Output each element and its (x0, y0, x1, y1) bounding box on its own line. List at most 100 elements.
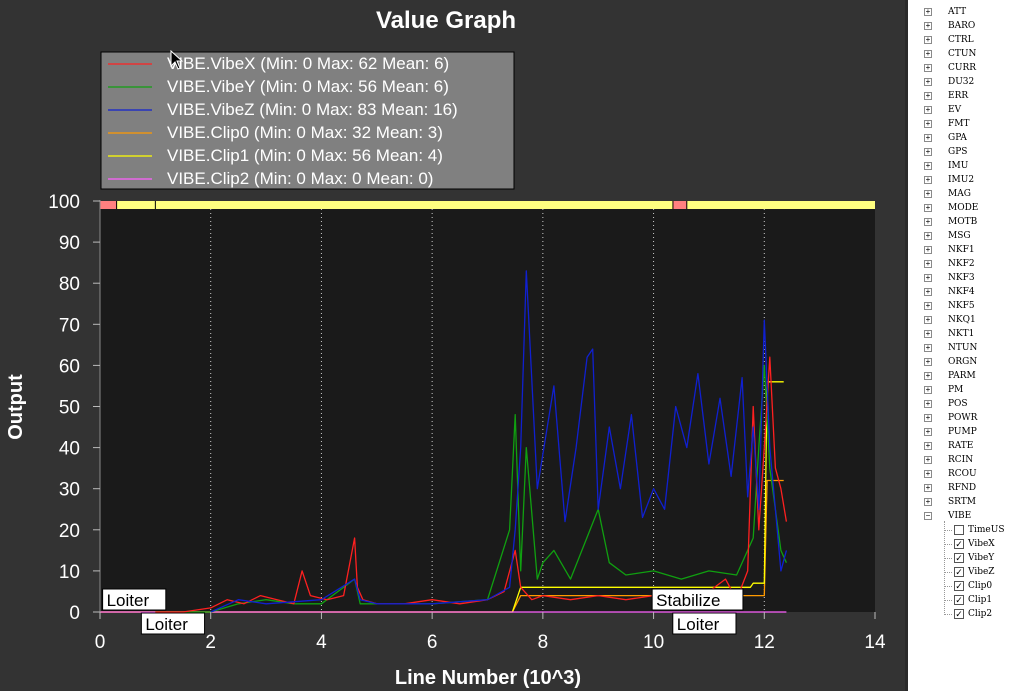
tree-item[interactable]: PM (948, 385, 964, 395)
tree-item[interactable]: MOTB (948, 217, 978, 227)
expand-icon[interactable]: + (924, 245, 932, 254)
tree-field-item[interactable]: VibeZ (968, 567, 995, 577)
field-checkbox[interactable]: ✓ (954, 581, 964, 591)
tree-connector (944, 530, 952, 531)
tree-item[interactable]: DU32 (948, 77, 975, 87)
field-checkbox[interactable] (954, 525, 964, 535)
expand-icon[interactable]: + (924, 147, 932, 156)
expand-icon[interactable]: + (924, 343, 932, 352)
expand-icon[interactable]: + (924, 301, 932, 310)
field-checkbox[interactable]: ✓ (954, 595, 964, 605)
tree-item[interactable]: IMU2 (948, 175, 975, 185)
expand-icon[interactable]: + (924, 371, 932, 380)
expand-icon[interactable]: + (924, 231, 932, 240)
tree-item[interactable]: NKF3 (948, 273, 975, 283)
expand-icon[interactable]: + (924, 399, 932, 408)
tree-item[interactable]: NKF2 (948, 259, 975, 269)
expand-icon[interactable]: + (924, 315, 932, 324)
field-checkbox[interactable]: ✓ (954, 567, 964, 577)
y-tick-label: 100 (48, 192, 80, 213)
collapse-icon[interactable]: − (924, 511, 932, 520)
tree-item[interactable]: ORGN (948, 357, 978, 367)
expand-icon[interactable]: + (924, 35, 932, 44)
tree-item[interactable]: NKF5 (948, 301, 975, 311)
tree-item[interactable]: CTUN (948, 49, 977, 59)
expand-icon[interactable]: + (924, 469, 932, 478)
tree-item[interactable]: EV (948, 105, 962, 115)
tree-item[interactable]: GPA (948, 133, 967, 143)
tree-field-item[interactable]: VibeY (968, 553, 995, 563)
expand-icon[interactable]: + (924, 497, 932, 506)
tree-item-expanded[interactable]: VIBE (948, 511, 972, 521)
series-line-2 (210, 270, 788, 613)
tree-item[interactable]: MAG (948, 189, 971, 199)
log-message-tree[interactable]: + ATT + BARO + CTRL + CTUN + CURR + DU32 + ERR + EV + FMT… (905, 0, 1009, 691)
expand-icon[interactable]: + (924, 77, 932, 86)
tree-field-item[interactable]: VibeX (968, 539, 995, 549)
tree-item[interactable]: IMU (948, 161, 969, 171)
y-tick-label: 30 (59, 480, 80, 501)
tree-item[interactable]: SRTM (948, 497, 977, 507)
tree-item[interactable]: MODE (948, 203, 979, 213)
x-tick-label: 6 (427, 632, 438, 653)
expand-icon[interactable]: + (924, 413, 932, 422)
tree-field-item[interactable]: Clip2 (968, 609, 993, 619)
expand-icon[interactable]: + (924, 357, 932, 366)
expand-icon[interactable]: + (924, 427, 932, 436)
tree-field-item[interactable]: Clip0 (968, 581, 993, 591)
expand-icon[interactable]: + (924, 133, 932, 142)
field-checkbox[interactable]: ✓ (954, 609, 964, 619)
field-checkbox[interactable]: ✓ (954, 553, 964, 563)
expand-icon[interactable]: + (924, 21, 932, 30)
mode-bar-segment (100, 201, 117, 209)
tree-item[interactable]: RCOU (948, 469, 977, 479)
expand-icon[interactable]: + (924, 63, 932, 72)
tree-item[interactable]: PUMP (948, 427, 977, 437)
expand-icon[interactable]: + (924, 161, 932, 170)
expand-icon[interactable]: + (924, 287, 932, 296)
plot-area[interactable] (100, 209, 875, 612)
tree-item[interactable]: POWR (948, 413, 978, 423)
tree-item[interactable]: CTRL (948, 35, 974, 45)
tree-item[interactable]: NKF1 (948, 245, 975, 255)
legend[interactable]: VIBE.VibeX (Min: 0 Max: 62 Mean: 6) VIBE.… (100, 51, 515, 190)
expand-icon[interactable]: + (924, 175, 932, 184)
x-axis-ticks: 0 2 4 6 8 10 12 14 (95, 612, 886, 653)
expand-icon[interactable]: + (924, 455, 932, 464)
expand-icon[interactable]: + (924, 329, 932, 338)
expand-icon[interactable]: + (924, 119, 932, 128)
value-graph-chart[interactable]: Value Graph 0 10 20 30 40 50 60 70 80 90 100 0 2 4 6 8… (0, 0, 905, 691)
tree-item[interactable]: GPS (948, 147, 968, 157)
expand-icon[interactable]: + (924, 189, 932, 198)
expand-icon[interactable]: + (924, 91, 932, 100)
tree-item[interactable]: NKF4 (948, 287, 975, 297)
expand-icon[interactable]: + (924, 273, 932, 282)
expand-icon[interactable]: + (924, 7, 932, 16)
tree-field-item[interactable]: TimeUS (968, 525, 1005, 535)
tree-item[interactable]: NTUN (948, 343, 978, 353)
expand-icon[interactable]: + (924, 483, 932, 492)
expand-icon[interactable]: + (924, 259, 932, 268)
field-checkbox[interactable]: ✓ (954, 539, 964, 549)
tree-item[interactable]: RFND (948, 483, 977, 493)
tree-item[interactable]: MSG (948, 231, 971, 241)
tree-item[interactable]: NKQ1 (948, 315, 976, 325)
tree-item[interactable]: RCIN (948, 455, 974, 465)
tree-item[interactable]: FMT (948, 119, 970, 129)
x-tick-label: 0 (95, 632, 106, 653)
tree-item[interactable]: BARO (948, 21, 976, 31)
tree-item[interactable]: PARM (948, 371, 976, 381)
expand-icon[interactable]: + (924, 441, 932, 450)
tree-item[interactable]: CURR (948, 63, 977, 73)
tree-item[interactable]: ATT (948, 7, 967, 17)
expand-icon[interactable]: + (924, 105, 932, 114)
tree-item[interactable]: NKT1 (948, 329, 975, 339)
expand-icon[interactable]: + (924, 217, 932, 226)
tree-item[interactable]: RATE (948, 441, 974, 451)
expand-icon[interactable]: + (924, 49, 932, 58)
expand-icon[interactable]: + (924, 385, 932, 394)
tree-item[interactable]: ERR (948, 91, 969, 101)
expand-icon[interactable]: + (924, 203, 932, 212)
tree-field-item[interactable]: Clip1 (968, 595, 993, 605)
tree-item[interactable]: POS (948, 399, 968, 409)
